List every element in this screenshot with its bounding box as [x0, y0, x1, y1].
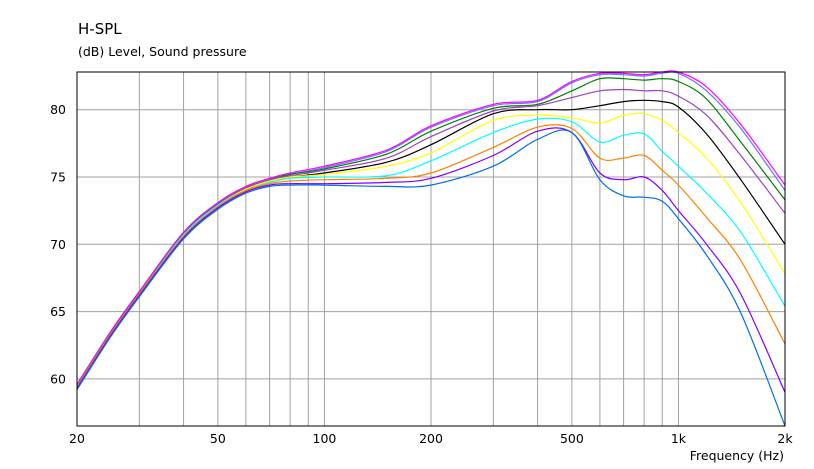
series-lines	[76, 70, 786, 427]
y-tick-label: 70	[50, 237, 66, 252]
y-tick-label: 65	[50, 304, 66, 319]
series-line-7	[76, 117, 786, 388]
series-line-10	[76, 129, 786, 427]
x-tick-label: 200	[419, 431, 443, 446]
y-tick-label: 80	[50, 102, 66, 117]
x-axis-label: Frequency (Hz)	[690, 448, 784, 463]
series-line-4	[76, 88, 786, 386]
x-tick-label: 1k	[671, 431, 687, 446]
y-tick-label: 75	[50, 169, 66, 184]
y-tick-label: 60	[50, 371, 66, 386]
series-line-9	[76, 127, 786, 393]
x-tick-label: 50	[210, 431, 226, 446]
grid	[76, 72, 786, 426]
series-line-1	[76, 70, 786, 385]
x-tick-label: 2k	[777, 431, 793, 446]
x-tick-label: 20	[69, 431, 85, 446]
chart-title: H-SPL	[78, 20, 122, 38]
chart-subtitle: (dB) Level, Sound pressure	[78, 44, 247, 59]
series-line-8	[76, 124, 786, 388]
x-tick-label: 500	[560, 431, 584, 446]
x-tick-label: 100	[313, 431, 337, 446]
plot-frame	[76, 71, 786, 427]
tick-labels: 20 50 100 200 500 1k 2k 60 65 70 75 80	[50, 102, 793, 446]
